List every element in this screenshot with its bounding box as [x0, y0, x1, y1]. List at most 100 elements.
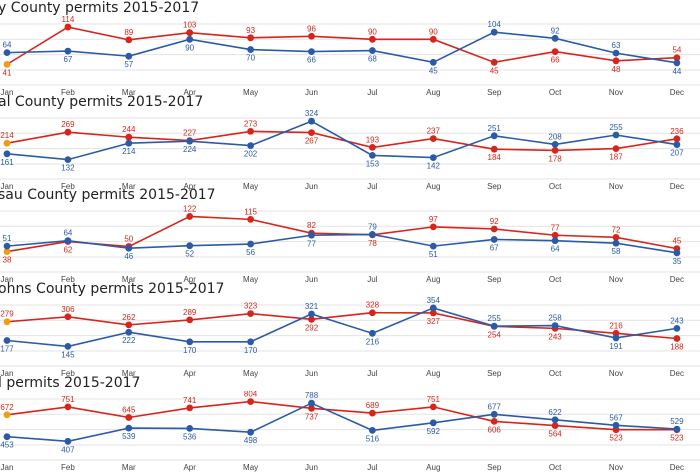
data-point[interactable] — [3, 337, 11, 344]
data-point[interactable] — [673, 324, 681, 332]
data-point[interactable] — [429, 242, 437, 250]
data-point[interactable] — [186, 404, 194, 412]
data-point[interactable] — [3, 139, 11, 147]
data-point[interactable] — [3, 242, 11, 250]
data-point[interactable] — [490, 58, 498, 66]
data-point[interactable] — [125, 244, 133, 252]
data-point[interactable] — [429, 154, 437, 161]
data-point[interactable] — [64, 23, 72, 31]
data-point[interactable] — [429, 58, 437, 66]
data-point[interactable] — [64, 237, 72, 245]
data-point[interactable] — [64, 313, 72, 321]
data-point[interactable] — [551, 147, 559, 154]
data-point[interactable] — [186, 35, 194, 43]
data-point[interactable] — [247, 310, 255, 318]
data-point[interactable] — [64, 156, 72, 163]
data-point[interactable] — [490, 132, 498, 140]
data-point[interactable] — [3, 248, 11, 255]
data-point[interactable] — [551, 416, 559, 424]
data-point[interactable] — [308, 310, 315, 318]
data-point[interactable] — [429, 35, 437, 43]
data-point[interactable] — [64, 343, 72, 350]
data-point[interactable] — [308, 32, 315, 40]
data-point[interactable] — [429, 304, 437, 312]
data-point[interactable] — [612, 233, 620, 241]
data-point[interactable] — [369, 47, 376, 54]
data-point[interactable] — [308, 48, 315, 55]
data-point[interactable] — [490, 322, 498, 330]
data-point[interactable] — [490, 145, 498, 153]
data-point[interactable] — [612, 421, 620, 429]
data-point[interactable] — [490, 28, 498, 36]
data-point[interactable] — [612, 57, 620, 65]
data-point[interactable] — [3, 433, 11, 441]
data-point[interactable] — [308, 404, 315, 412]
data-point[interactable] — [612, 239, 620, 247]
data-point[interactable] — [369, 35, 376, 43]
data-point[interactable] — [369, 409, 376, 417]
data-point[interactable] — [308, 315, 315, 323]
data-point[interactable] — [673, 249, 681, 257]
data-point[interactable] — [125, 133, 133, 141]
data-point[interactable] — [429, 309, 437, 317]
data-point[interactable] — [125, 424, 133, 432]
data-point[interactable] — [125, 328, 133, 336]
data-point[interactable] — [3, 150, 11, 158]
data-point[interactable] — [247, 338, 255, 346]
data-point[interactable] — [673, 425, 681, 433]
data-point[interactable] — [308, 117, 315, 125]
data-point[interactable] — [369, 427, 376, 434]
data-point[interactable] — [490, 410, 498, 418]
data-point[interactable] — [186, 242, 194, 250]
data-point[interactable] — [3, 60, 11, 68]
data-point[interactable] — [429, 419, 437, 427]
data-point[interactable] — [551, 322, 559, 330]
data-point[interactable] — [3, 411, 11, 419]
data-point[interactable] — [551, 48, 559, 55]
data-point[interactable] — [612, 145, 620, 152]
data-point[interactable] — [186, 425, 194, 432]
data-point[interactable] — [308, 231, 315, 239]
data-point[interactable] — [125, 321, 133, 329]
data-point[interactable] — [64, 47, 72, 55]
data-point[interactable] — [490, 236, 498, 243]
data-point[interactable] — [369, 152, 376, 159]
data-point[interactable] — [186, 316, 194, 324]
data-point[interactable] — [490, 225, 498, 233]
data-point[interactable] — [186, 213, 194, 220]
data-point[interactable] — [247, 215, 255, 223]
data-point[interactable] — [429, 403, 437, 411]
data-point[interactable] — [186, 29, 194, 37]
data-point[interactable] — [612, 131, 620, 139]
data-point[interactable] — [247, 142, 255, 149]
data-point[interactable] — [673, 335, 681, 342]
data-point[interactable] — [247, 428, 255, 436]
data-point[interactable] — [125, 139, 133, 147]
data-point[interactable] — [673, 135, 681, 143]
data-point[interactable] — [247, 34, 255, 42]
data-point[interactable] — [673, 54, 681, 62]
data-point[interactable] — [308, 399, 315, 407]
data-point[interactable] — [551, 34, 559, 42]
data-point[interactable] — [369, 144, 376, 151]
data-point[interactable] — [64, 403, 72, 411]
data-point[interactable] — [64, 128, 72, 136]
data-point[interactable] — [612, 49, 620, 57]
data-point[interactable] — [612, 334, 620, 342]
data-point[interactable] — [247, 398, 255, 405]
data-point[interactable] — [551, 141, 559, 148]
data-point[interactable] — [247, 240, 255, 248]
data-point[interactable] — [247, 128, 255, 135]
data-point[interactable] — [369, 231, 376, 238]
data-point[interactable] — [429, 223, 437, 231]
data-point[interactable] — [247, 46, 255, 53]
data-point[interactable] — [308, 129, 315, 136]
data-point[interactable] — [551, 231, 559, 239]
data-point[interactable] — [3, 318, 11, 326]
data-point[interactable] — [125, 414, 133, 421]
data-point[interactable] — [369, 329, 376, 337]
data-point[interactable] — [186, 338, 194, 346]
data-point[interactable] — [673, 141, 681, 148]
data-point[interactable] — [125, 36, 133, 44]
data-point[interactable] — [186, 137, 194, 145]
